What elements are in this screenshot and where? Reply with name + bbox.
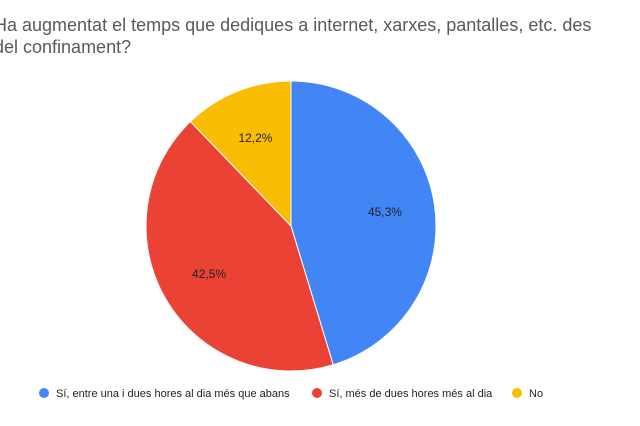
legend-label-2: Sí, més de dues hores més al dia <box>329 388 493 400</box>
legend-marker-2 <box>312 388 322 398</box>
chart-title-line-1: Ha augmentat el temps que dediques a int… <box>0 15 592 35</box>
legend-marker-3 <box>512 388 522 398</box>
pie-slice-3 <box>189 80 292 228</box>
slice-label-3: 12,2% <box>238 131 272 145</box>
chart-title-line-2: del confinament? <box>0 37 132 57</box>
slice-label-1: 45,3% <box>368 205 402 219</box>
legend-label-3: No <box>529 388 543 400</box>
pie-slices <box>145 80 437 372</box>
chart-title: Ha augmentat el temps que dediques a int… <box>0 14 640 58</box>
legend-marker-1 <box>39 388 49 398</box>
pie-slice-1 <box>290 80 437 366</box>
legend-label-1: Sí, entre una i dues hores al dia més qu… <box>56 388 290 400</box>
slice-label-2: 42,5% <box>192 267 226 281</box>
legend: Sí, entre una i dues hores al dia més qu… <box>39 388 543 400</box>
pie-slice-labels: 45,3% 42,5% 12,2% <box>192 131 402 281</box>
pie-slice-2 <box>145 120 334 372</box>
